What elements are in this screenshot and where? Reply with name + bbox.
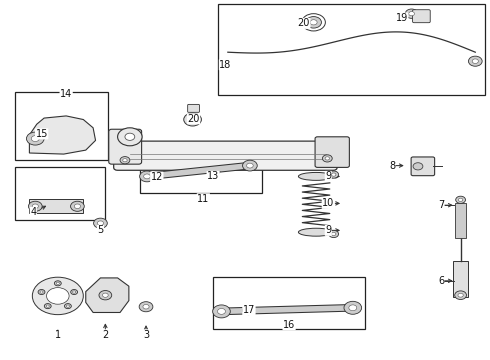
Circle shape: [44, 303, 51, 309]
Circle shape: [125, 133, 135, 140]
Circle shape: [47, 288, 69, 304]
Bar: [213, 277, 365, 329]
Circle shape: [99, 291, 112, 300]
Circle shape: [32, 204, 38, 208]
Circle shape: [456, 196, 466, 203]
FancyBboxPatch shape: [188, 104, 199, 112]
Circle shape: [56, 282, 59, 284]
Circle shape: [65, 303, 72, 309]
Circle shape: [306, 17, 321, 28]
Polygon shape: [86, 278, 129, 312]
Text: 5: 5: [98, 225, 103, 235]
FancyBboxPatch shape: [318, 141, 343, 167]
Text: 12: 12: [150, 172, 163, 182]
Circle shape: [184, 113, 201, 126]
FancyBboxPatch shape: [413, 10, 430, 23]
Ellipse shape: [298, 172, 334, 180]
Text: 16: 16: [283, 320, 295, 330]
Circle shape: [74, 204, 80, 208]
Circle shape: [144, 174, 150, 179]
Bar: [455, 203, 466, 238]
Text: 14: 14: [60, 89, 73, 99]
Circle shape: [213, 305, 230, 318]
Polygon shape: [29, 116, 96, 154]
Circle shape: [455, 291, 466, 300]
Circle shape: [322, 155, 332, 162]
Bar: [453, 261, 468, 297]
Circle shape: [53, 292, 63, 300]
Circle shape: [344, 301, 362, 314]
Bar: [15, 167, 105, 220]
Text: 1: 1: [55, 330, 61, 340]
Bar: [218, 4, 485, 95]
Circle shape: [122, 158, 127, 162]
Circle shape: [31, 136, 39, 141]
Circle shape: [468, 56, 482, 66]
Circle shape: [120, 157, 130, 164]
FancyBboxPatch shape: [411, 157, 435, 176]
Circle shape: [26, 132, 44, 145]
Circle shape: [94, 218, 107, 228]
Circle shape: [332, 233, 336, 236]
Circle shape: [102, 293, 108, 297]
Circle shape: [218, 309, 225, 314]
Text: 7: 7: [438, 200, 444, 210]
Circle shape: [329, 230, 339, 238]
Text: 9: 9: [325, 171, 331, 181]
Circle shape: [413, 163, 423, 170]
Circle shape: [73, 291, 75, 293]
Text: 3: 3: [143, 330, 149, 340]
Circle shape: [472, 59, 478, 63]
Text: 9: 9: [325, 225, 331, 235]
Text: 17: 17: [243, 305, 255, 315]
Ellipse shape: [298, 228, 334, 236]
FancyBboxPatch shape: [315, 137, 349, 167]
Text: 10: 10: [322, 198, 335, 208]
Circle shape: [40, 291, 43, 293]
Circle shape: [329, 171, 339, 178]
Circle shape: [246, 163, 253, 168]
Circle shape: [118, 128, 142, 146]
Text: 20: 20: [297, 18, 310, 28]
Circle shape: [71, 201, 84, 211]
Circle shape: [38, 289, 45, 294]
Circle shape: [310, 20, 317, 25]
Circle shape: [143, 305, 149, 309]
Bar: [15, 92, 108, 160]
Circle shape: [243, 306, 254, 315]
Circle shape: [140, 171, 154, 182]
Text: 11: 11: [197, 194, 210, 204]
Circle shape: [246, 309, 251, 312]
Text: 2: 2: [102, 330, 108, 340]
Bar: [29, 199, 83, 213]
Circle shape: [325, 157, 329, 160]
Text: 20: 20: [187, 114, 200, 124]
Text: 15: 15: [35, 129, 48, 139]
Circle shape: [405, 9, 418, 18]
Circle shape: [139, 302, 153, 312]
Circle shape: [66, 305, 70, 307]
Circle shape: [189, 117, 196, 122]
Text: 4: 4: [30, 207, 36, 217]
Circle shape: [98, 221, 103, 225]
Circle shape: [28, 201, 42, 211]
Text: 13: 13: [207, 171, 220, 181]
Circle shape: [46, 305, 49, 307]
Circle shape: [459, 198, 463, 202]
Circle shape: [54, 281, 61, 286]
Circle shape: [243, 160, 257, 171]
Bar: [140, 144, 262, 193]
FancyBboxPatch shape: [109, 129, 142, 164]
Circle shape: [71, 289, 77, 294]
Circle shape: [409, 12, 415, 16]
Text: 8: 8: [389, 161, 395, 171]
Text: 18: 18: [220, 60, 232, 70]
Circle shape: [332, 173, 336, 176]
Circle shape: [349, 305, 357, 311]
Circle shape: [458, 293, 463, 297]
Text: 6: 6: [438, 276, 444, 286]
Circle shape: [32, 277, 83, 315]
FancyBboxPatch shape: [114, 141, 337, 170]
Text: 19: 19: [395, 13, 408, 23]
